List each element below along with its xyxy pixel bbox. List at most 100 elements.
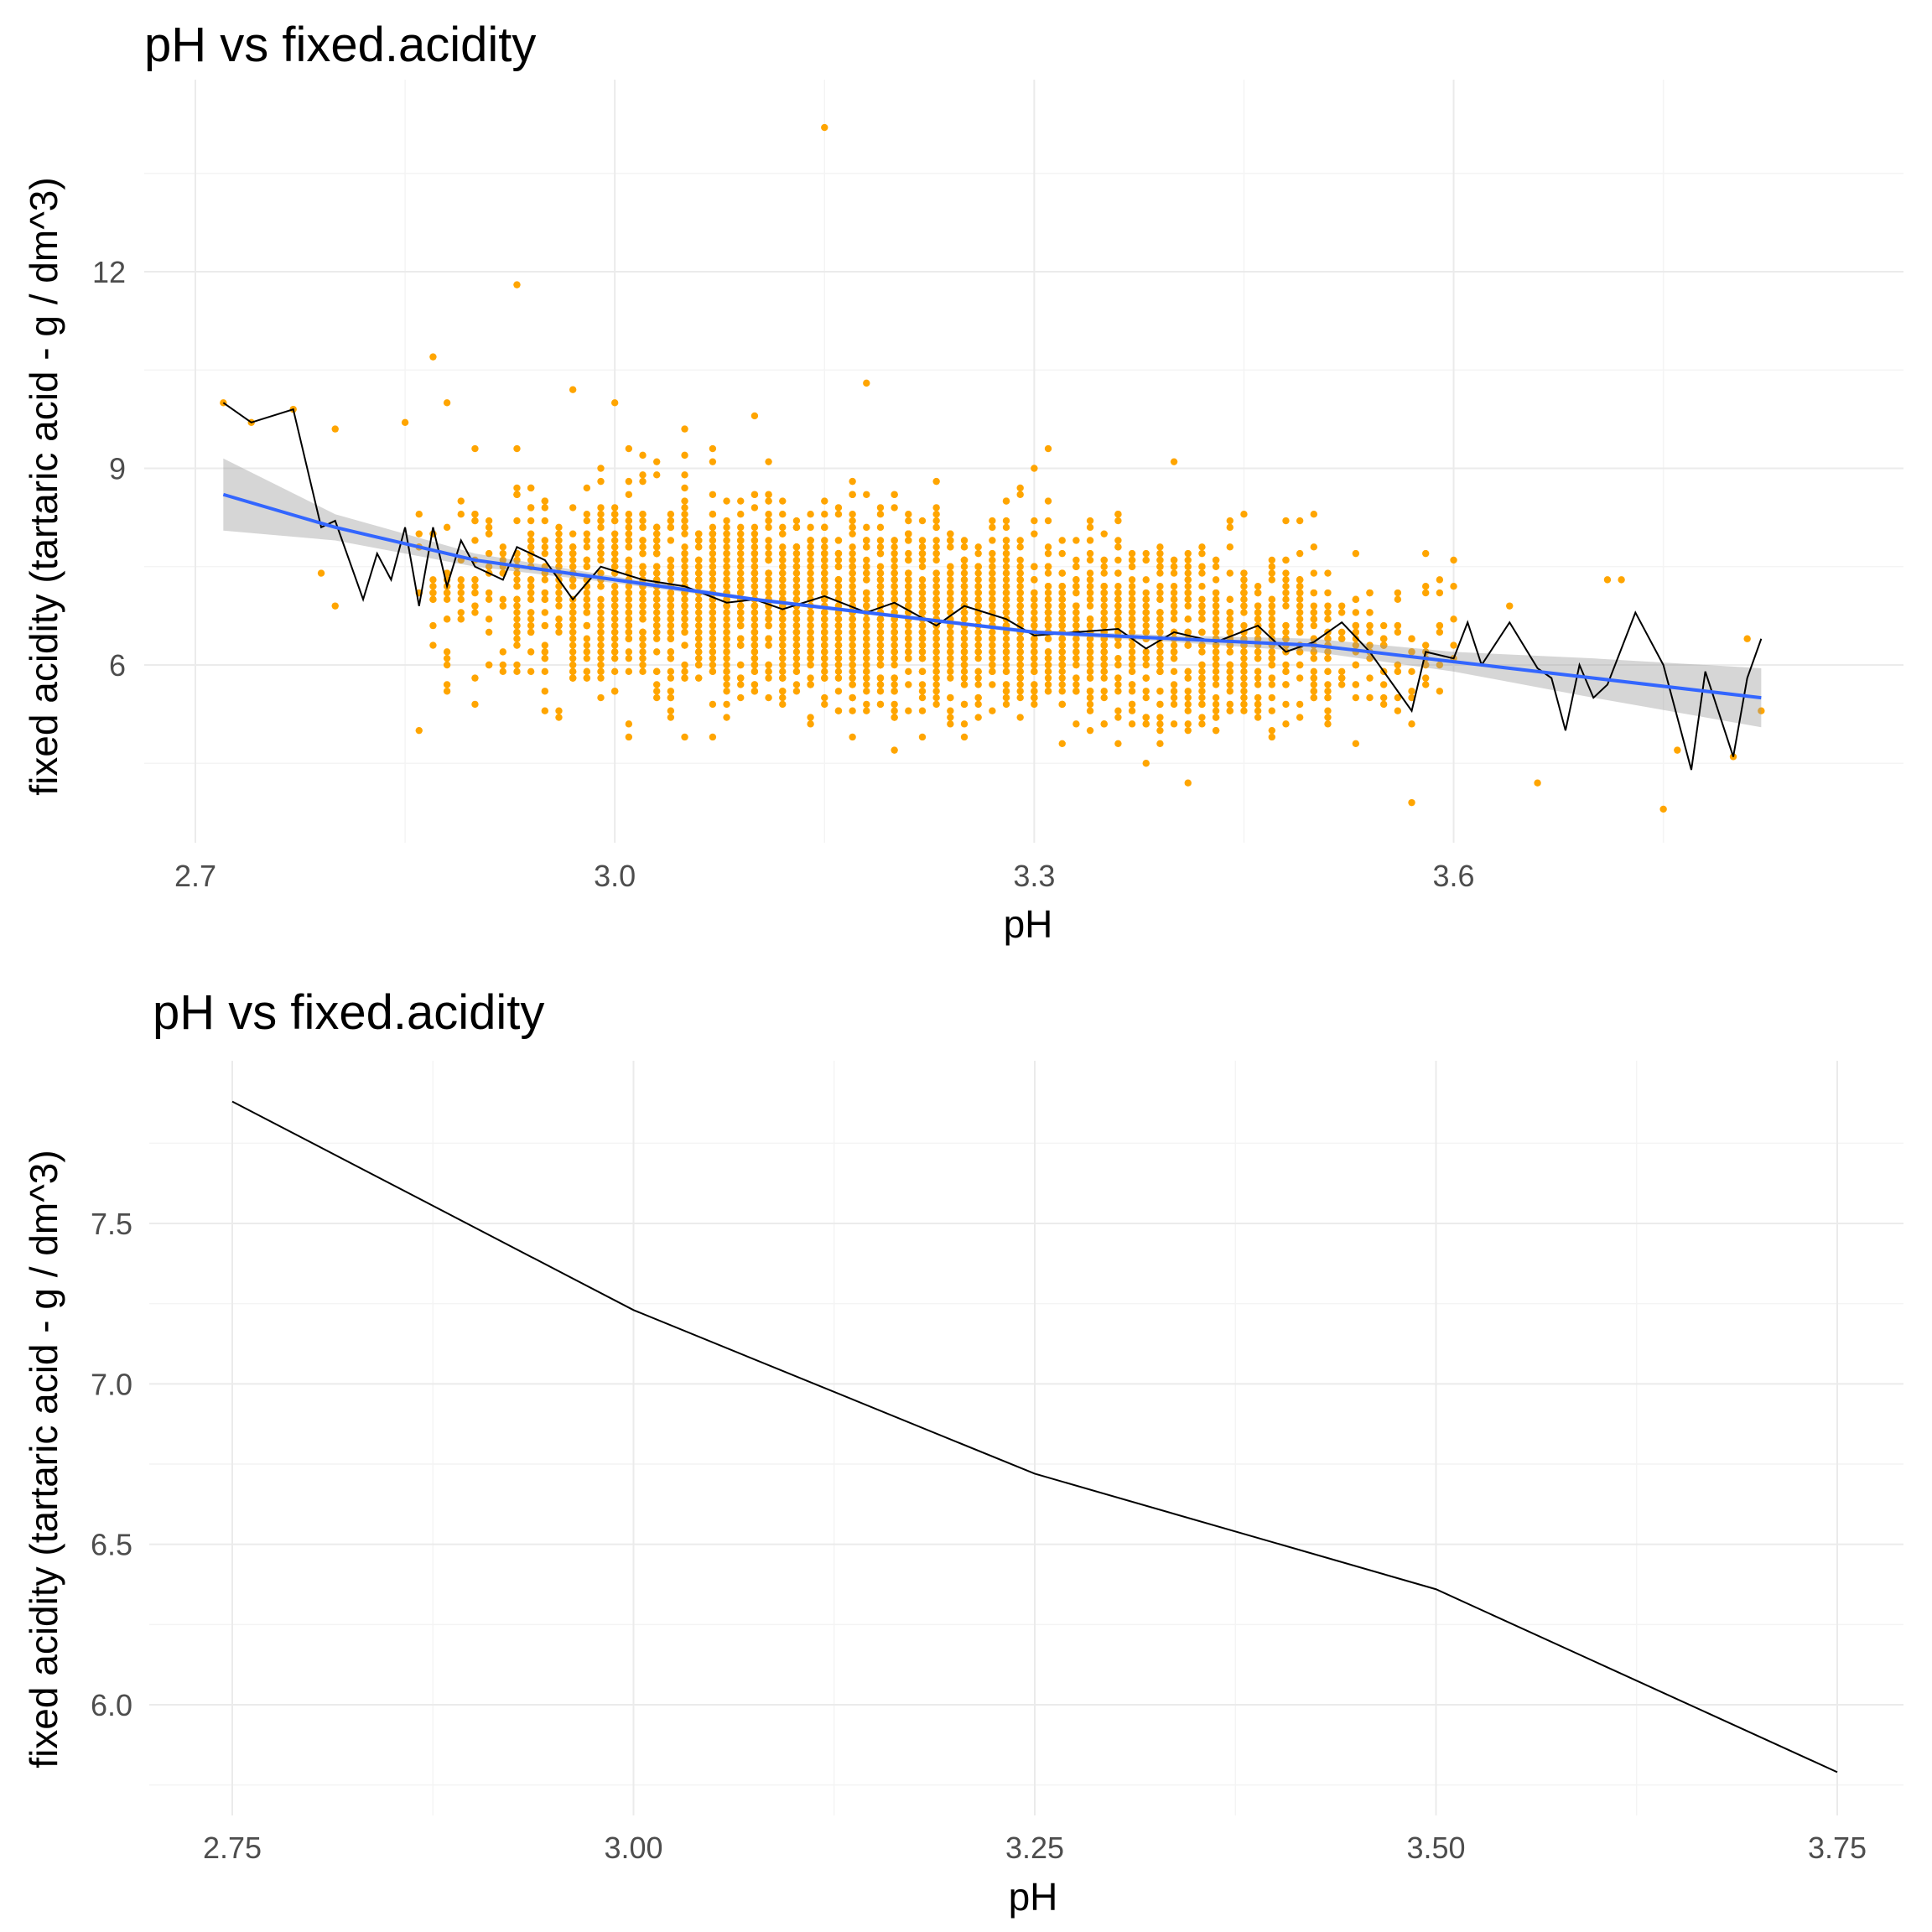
data-point bbox=[443, 589, 451, 597]
data-point bbox=[863, 556, 870, 564]
data-point bbox=[905, 681, 912, 688]
data-point bbox=[1226, 615, 1233, 623]
data-point bbox=[1282, 681, 1290, 688]
data-point bbox=[1379, 621, 1388, 630]
data-point bbox=[1114, 556, 1122, 564]
data-point bbox=[541, 688, 549, 695]
x-tick-label: 3.0 bbox=[594, 859, 636, 893]
data-point bbox=[681, 530, 688, 538]
data-point bbox=[1296, 583, 1304, 590]
data-point bbox=[527, 595, 535, 604]
data-point bbox=[792, 681, 801, 688]
data-point bbox=[1002, 661, 1010, 669]
data-point bbox=[555, 537, 563, 544]
data-point bbox=[723, 537, 730, 544]
data-point bbox=[960, 635, 969, 642]
data-point bbox=[709, 549, 717, 558]
data-point bbox=[471, 576, 479, 584]
data-point bbox=[1100, 609, 1108, 616]
data-point bbox=[1324, 681, 1332, 688]
chart-2-title: pH vs fixed.acidity bbox=[153, 985, 544, 1040]
data-point bbox=[1002, 609, 1010, 616]
data-point bbox=[1226, 648, 1233, 656]
data-point bbox=[625, 720, 633, 728]
data-point bbox=[1254, 667, 1262, 676]
data-point bbox=[1031, 648, 1038, 656]
data-point bbox=[1128, 549, 1136, 558]
data-point bbox=[1408, 648, 1415, 656]
data-point bbox=[1100, 556, 1108, 564]
data-point bbox=[1072, 654, 1080, 662]
data-point bbox=[471, 674, 479, 682]
data-point bbox=[876, 549, 885, 558]
data-point bbox=[1282, 576, 1290, 584]
data-point bbox=[1128, 700, 1136, 709]
data-point bbox=[750, 491, 759, 498]
data-point bbox=[1310, 654, 1318, 662]
data-point bbox=[555, 602, 563, 610]
data-point bbox=[709, 615, 717, 623]
data-point bbox=[821, 497, 828, 505]
data-point bbox=[960, 615, 969, 623]
x-tick-label: 3.25 bbox=[1005, 1831, 1064, 1865]
data-point bbox=[960, 674, 969, 682]
data-point bbox=[1212, 641, 1220, 649]
data-point bbox=[331, 425, 339, 433]
data-point bbox=[695, 556, 703, 564]
data-point bbox=[695, 609, 703, 616]
data-point bbox=[569, 661, 577, 669]
data-point bbox=[779, 497, 787, 505]
data-point bbox=[792, 563, 801, 570]
data-point bbox=[863, 641, 870, 649]
data-point bbox=[989, 589, 996, 597]
data-point bbox=[1142, 615, 1150, 623]
data-point bbox=[723, 563, 730, 570]
data-point bbox=[681, 733, 688, 741]
data-point bbox=[1086, 621, 1094, 630]
data-point bbox=[891, 569, 898, 577]
data-point bbox=[905, 583, 912, 590]
data-point bbox=[989, 654, 996, 662]
data-point bbox=[667, 648, 675, 656]
data-point bbox=[1170, 654, 1178, 662]
data-point bbox=[1282, 621, 1290, 630]
data-point bbox=[918, 595, 927, 604]
data-point bbox=[569, 386, 577, 393]
data-point bbox=[1044, 563, 1052, 570]
data-point bbox=[792, 609, 801, 616]
data-point bbox=[1156, 589, 1164, 597]
data-point bbox=[905, 602, 912, 610]
data-point bbox=[960, 569, 969, 577]
data-point bbox=[1296, 549, 1304, 558]
data-point bbox=[737, 693, 745, 702]
data-point bbox=[947, 641, 954, 649]
data-point bbox=[1198, 674, 1206, 682]
data-point bbox=[1212, 609, 1220, 616]
data-point bbox=[583, 511, 591, 518]
data-point bbox=[513, 556, 521, 564]
data-point bbox=[905, 641, 912, 649]
data-point bbox=[989, 681, 996, 688]
y-tick-label: 7.0 bbox=[91, 1367, 132, 1401]
chart-1-x-axis-title: pH bbox=[1004, 902, 1053, 946]
data-point bbox=[989, 615, 996, 623]
data-point bbox=[1016, 595, 1024, 604]
data-point bbox=[974, 576, 982, 584]
data-point bbox=[653, 537, 661, 544]
data-point bbox=[610, 517, 619, 525]
data-point bbox=[905, 511, 912, 518]
data-point bbox=[1031, 576, 1038, 584]
data-point bbox=[750, 615, 759, 623]
data-point bbox=[639, 648, 647, 656]
data-point bbox=[681, 576, 688, 584]
data-point bbox=[610, 563, 619, 570]
data-point bbox=[821, 556, 828, 564]
data-point bbox=[1016, 563, 1024, 570]
data-point bbox=[737, 681, 745, 688]
data-point bbox=[625, 648, 633, 656]
data-point bbox=[513, 444, 521, 453]
data-point bbox=[1128, 576, 1136, 584]
data-point bbox=[876, 681, 885, 688]
data-point bbox=[779, 511, 787, 518]
data-point bbox=[876, 628, 885, 636]
